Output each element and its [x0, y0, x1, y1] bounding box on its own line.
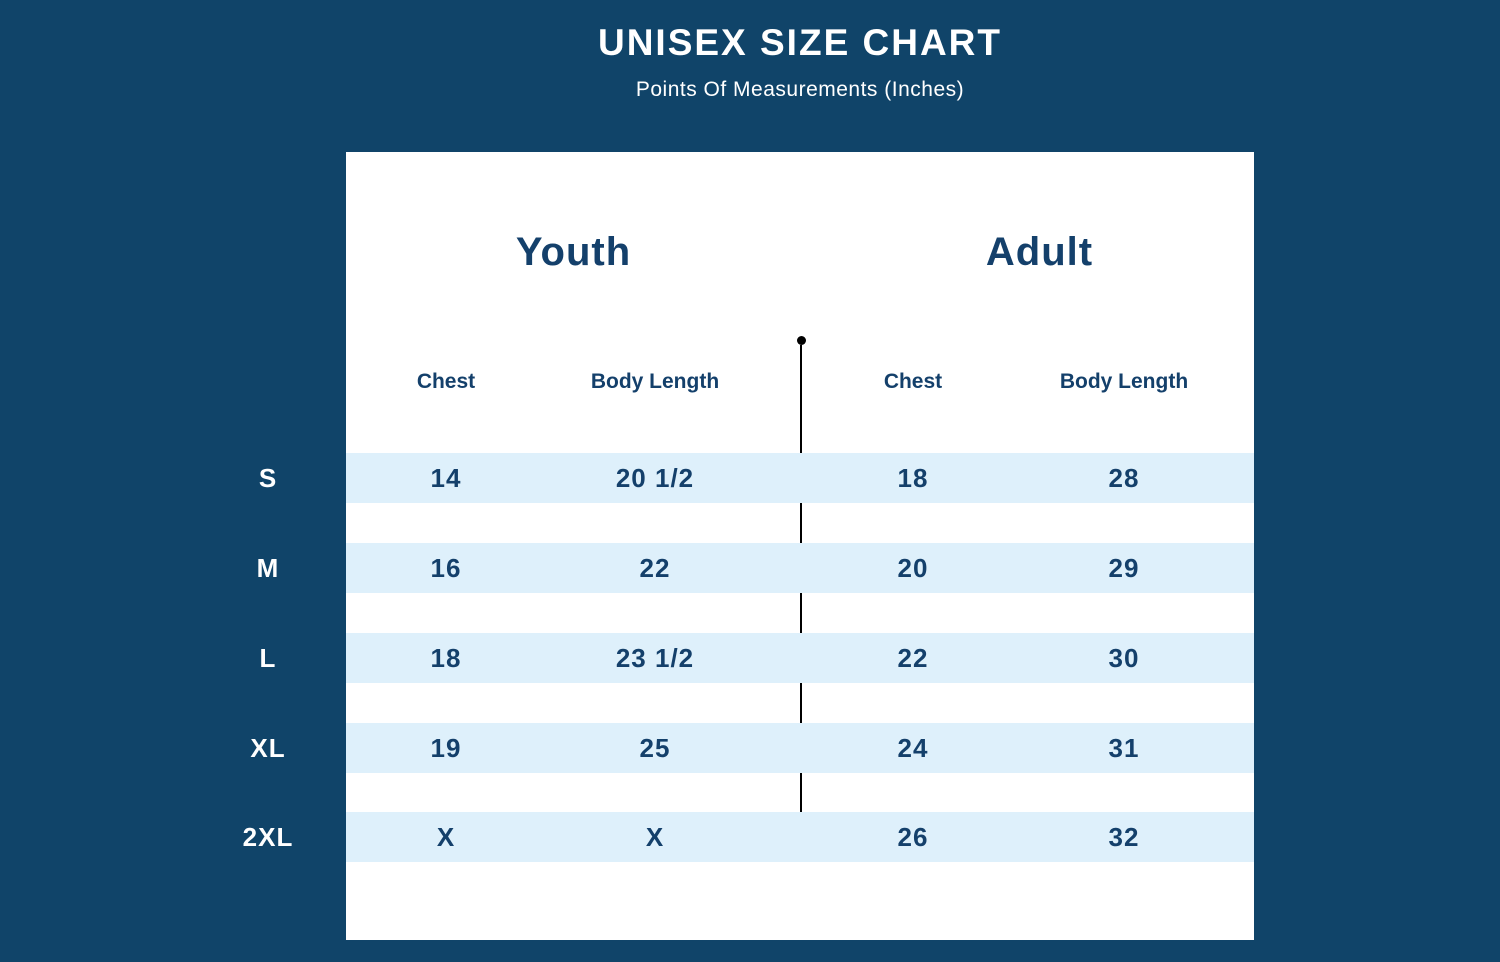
cell-youth-chest: 18: [430, 643, 462, 673]
cell-youth-body-length: 23 1/2: [615, 643, 695, 673]
cell-adult-body-length: 31: [1108, 733, 1140, 763]
cell-adult-chest: 20: [897, 553, 929, 583]
cell-adult-body-length: 28: [1108, 463, 1140, 493]
page-subtitle: Points Of Measurements (Inches): [635, 78, 965, 101]
cell-adult-body-length: 29: [1108, 553, 1140, 583]
cell-adult-chest: 18: [897, 463, 929, 493]
row-label-m: M: [256, 553, 280, 583]
table-row: 14 20 1/2 18 28: [346, 453, 1254, 503]
page-title: UNISEX SIZE CHART: [597, 22, 1003, 63]
column-header-youth-chest: Chest: [416, 370, 476, 393]
group-header-adult: Adult: [985, 230, 1094, 274]
cell-youth-body-length: 20 1/2: [615, 463, 695, 493]
row-label-l: L: [259, 643, 277, 673]
column-header-adult-body-length: Body Length: [1059, 370, 1189, 393]
divider-dot: [797, 336, 806, 345]
cell-youth-chest: 19: [430, 733, 462, 763]
cell-youth-body-length: 25: [639, 733, 671, 763]
cell-youth-body-length: X: [645, 822, 665, 852]
cell-youth-chest: X: [436, 822, 456, 852]
row-label-xl: XL: [250, 733, 286, 763]
cell-adult-chest: 24: [897, 733, 929, 763]
row-label-2xl: 2XL: [242, 822, 294, 852]
cell-youth-chest: 14: [430, 463, 462, 493]
divider-line: [800, 345, 802, 862]
cell-adult-body-length: 30: [1108, 643, 1140, 673]
row-label-s: S: [258, 463, 278, 493]
cell-adult-chest: 22: [897, 643, 929, 673]
table-row: X X 26 32: [346, 812, 1254, 862]
cell-adult-body-length: 32: [1108, 822, 1140, 852]
table-row: 19 25 24 31: [346, 723, 1254, 773]
chart-header: UNISEX SIZE CHART Points Of Measurements…: [346, 22, 1254, 102]
column-header-youth-body-length: Body Length: [590, 370, 720, 393]
group-header-youth: Youth: [515, 230, 632, 274]
cell-youth-chest: 16: [430, 553, 462, 583]
column-header-adult-chest: Chest: [883, 370, 943, 393]
table-row: 16 22 20 29: [346, 543, 1254, 593]
table-row: 18 23 1/2 22 30: [346, 633, 1254, 683]
cell-adult-chest: 26: [897, 822, 929, 852]
size-chart-card: Youth Adult Chest Body Length Chest Body…: [243, 152, 1254, 940]
cell-youth-body-length: 22: [639, 553, 671, 583]
